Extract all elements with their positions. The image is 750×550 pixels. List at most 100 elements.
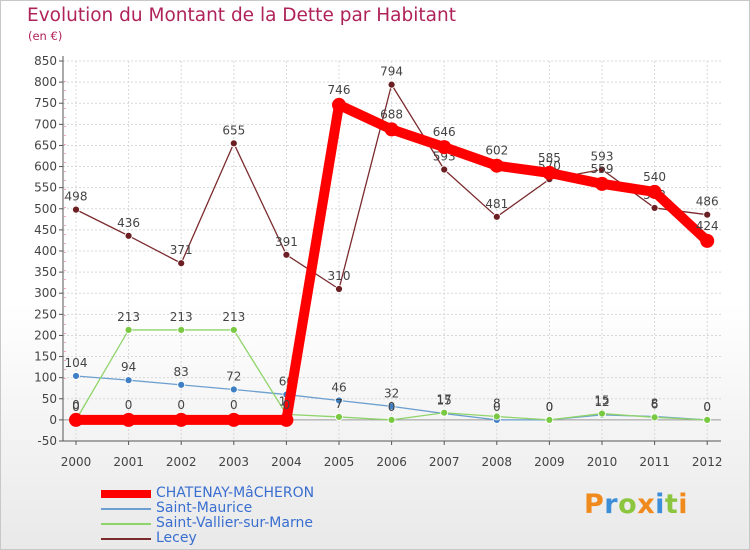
data-point [229, 326, 238, 334]
x-tick-label: 2007 [429, 455, 460, 469]
logo-letter: o [618, 489, 638, 520]
data-point [700, 233, 715, 248]
logo-letter: t [664, 489, 679, 520]
data-point [440, 408, 449, 417]
data-point [226, 412, 241, 427]
legend-swatch [101, 490, 151, 498]
data-label: 593 [591, 150, 614, 164]
data-label: 0 [388, 400, 396, 414]
data-label: 213 [222, 310, 245, 324]
data-label: 481 [485, 197, 508, 211]
x-tick-label: 2003 [219, 455, 250, 469]
data-point [124, 376, 133, 385]
data-point [384, 122, 399, 137]
data-label: 0 [703, 400, 711, 414]
data-label: 602 [485, 144, 508, 158]
x-tick-label: 2012 [692, 455, 723, 469]
data-label: 12 [594, 395, 609, 409]
data-point [545, 415, 554, 424]
data-point [595, 176, 609, 191]
data-label: 794 [380, 65, 403, 79]
data-point [387, 80, 396, 89]
data-label: 0 [72, 400, 80, 414]
data-point [177, 259, 186, 268]
x-tick-label: 2005 [324, 455, 355, 469]
y-tick-label: 450 [34, 223, 57, 237]
data-label: 0 [703, 400, 711, 414]
y-tick-label: 400 [34, 244, 57, 258]
data-point [279, 412, 294, 427]
legend-label: CHATENAY-MâCHERON [156, 485, 315, 501]
y-tick-label: 850 [34, 54, 57, 68]
data-label: 391 [275, 235, 298, 249]
data-label: 72 [226, 369, 241, 383]
data-point [542, 165, 557, 180]
y-tick-label: 0 [49, 413, 57, 427]
x-tick-label: 2004 [271, 455, 302, 469]
y-tick-label: 250 [34, 307, 57, 321]
x-tick-label: 2010 [587, 455, 618, 469]
x-tick-label: 2008 [482, 455, 513, 469]
data-label: 94 [121, 360, 136, 374]
legend-swatch [101, 508, 151, 510]
y-tick-label: 200 [34, 328, 57, 342]
data-point [121, 412, 136, 427]
data-point [440, 165, 449, 174]
data-label: 646 [433, 125, 456, 139]
legend-swatch [101, 538, 151, 540]
data-point [492, 212, 501, 221]
data-label: 83 [174, 365, 189, 379]
y-tick-label: 650 [34, 138, 57, 152]
data-point [177, 326, 186, 334]
data-point [335, 396, 343, 405]
data-label: 655 [222, 123, 245, 137]
legend-label: Lecey [156, 530, 197, 546]
data-label: 17 [437, 393, 452, 407]
data-point [69, 412, 83, 427]
data-label: 746 [328, 83, 351, 97]
data-point [650, 413, 659, 422]
data-point [124, 231, 133, 240]
series-lecey: 498436371655391310794593481570593502486 [65, 65, 719, 293]
y-tick-label: 300 [34, 286, 57, 300]
data-label: 371 [170, 243, 193, 257]
chart-subtitle: (en €) [28, 29, 63, 43]
legend-label: Saint-Vallier-sur-Marne [156, 515, 313, 531]
data-label: 310 [328, 269, 351, 283]
data-label: 559 [591, 162, 614, 176]
data-label: 0 [177, 398, 185, 412]
data-point [229, 139, 238, 148]
data-point [124, 326, 133, 334]
data-point [72, 205, 80, 214]
y-tick-label: 550 [34, 181, 57, 195]
logo-letter: i [655, 489, 665, 520]
data-label: 7 [335, 397, 343, 411]
data-point [387, 402, 396, 411]
data-label: 0 [546, 400, 554, 414]
data-label: 46 [331, 380, 346, 394]
data-point [598, 409, 606, 418]
data-label: 0 [125, 398, 133, 412]
data-point [489, 158, 504, 173]
data-label: 32 [384, 386, 399, 400]
x-tick-label: 2000 [61, 455, 92, 469]
data-point [650, 204, 659, 212]
x-tick-label: 2001 [113, 455, 144, 469]
data-point [174, 412, 189, 427]
data-label: 0 [230, 398, 238, 412]
data-label: 8 [493, 397, 501, 411]
data-label: 436 [117, 216, 140, 230]
y-tick-label: 350 [34, 265, 57, 279]
data-point [437, 140, 452, 155]
data-label: 213 [117, 310, 140, 324]
x-tick-label: 2011 [639, 455, 670, 469]
legend-swatch [101, 523, 151, 525]
chart-title: Evolution du Montant de la Dette par Hab… [27, 5, 456, 26]
data-label: 15 [594, 394, 609, 408]
logo-letter: P [584, 489, 605, 520]
data-point [492, 412, 501, 421]
data-label: 0 [72, 398, 80, 412]
